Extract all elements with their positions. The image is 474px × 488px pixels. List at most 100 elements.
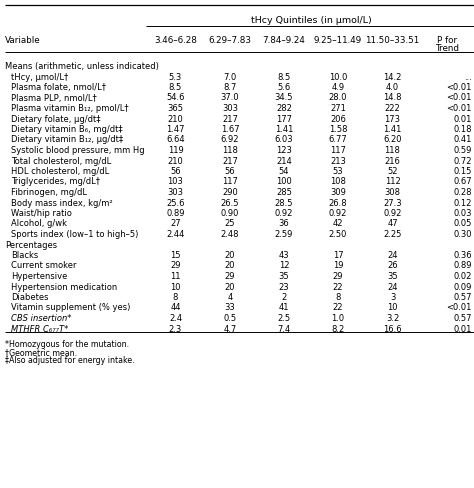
Text: 309: 309 (330, 187, 346, 197)
Text: 11.50–33.51: 11.50–33.51 (365, 36, 419, 45)
Text: 0.02: 0.02 (454, 271, 472, 281)
Text: 9.25–11.49: 9.25–11.49 (314, 36, 362, 45)
Text: 8: 8 (173, 292, 178, 302)
Text: 118: 118 (384, 146, 401, 155)
Text: 206: 206 (330, 114, 346, 123)
Text: 28.0: 28.0 (329, 93, 347, 102)
Text: 35: 35 (279, 271, 289, 281)
Text: 0.57: 0.57 (454, 292, 472, 302)
Text: Current smoker: Current smoker (11, 261, 76, 270)
Text: 22: 22 (333, 303, 343, 312)
Text: 3.46–6.28: 3.46–6.28 (154, 36, 197, 45)
Text: 303: 303 (222, 104, 238, 113)
Text: tHcy, μmol/L†: tHcy, μmol/L† (11, 72, 68, 81)
Text: tHcy Quintiles (in μmol/L): tHcy Quintiles (in μmol/L) (251, 16, 371, 25)
Text: 20: 20 (225, 261, 235, 270)
Text: Plasma PLP, nmol/L†: Plasma PLP, nmol/L† (11, 93, 97, 102)
Text: 112: 112 (384, 177, 401, 186)
Text: 4.7: 4.7 (223, 324, 237, 333)
Text: 177: 177 (276, 114, 292, 123)
Text: 0.18: 0.18 (454, 125, 472, 134)
Text: 14.2: 14.2 (383, 72, 401, 81)
Text: 29: 29 (333, 271, 343, 281)
Text: Percentages: Percentages (5, 240, 57, 249)
Text: 29: 29 (225, 271, 235, 281)
Text: 0.92: 0.92 (383, 208, 401, 218)
Text: 26.8: 26.8 (328, 198, 347, 207)
Text: 217: 217 (222, 156, 238, 165)
Text: 53: 53 (333, 167, 343, 176)
Text: ‡Also adjusted for energy intake.: ‡Also adjusted for energy intake. (5, 355, 135, 364)
Text: 3: 3 (390, 292, 395, 302)
Text: <0.01: <0.01 (447, 93, 472, 102)
Text: 44: 44 (170, 303, 181, 312)
Text: 19: 19 (333, 261, 343, 270)
Text: 52: 52 (387, 167, 398, 176)
Text: Dietary vitamin B₁₂, μg/dt‡: Dietary vitamin B₁₂, μg/dt‡ (11, 135, 123, 144)
Text: 117: 117 (330, 146, 346, 155)
Text: 0.36: 0.36 (453, 250, 472, 260)
Text: 2.48: 2.48 (221, 229, 239, 239)
Text: 10: 10 (387, 303, 398, 312)
Text: 2.50: 2.50 (329, 229, 347, 239)
Text: 0.89: 0.89 (166, 208, 185, 218)
Text: 8.7: 8.7 (223, 83, 237, 92)
Text: Vitamin supplement (% yes): Vitamin supplement (% yes) (11, 303, 130, 312)
Text: 216: 216 (384, 156, 401, 165)
Text: Hypertensive: Hypertensive (11, 271, 67, 281)
Text: 1.47: 1.47 (166, 125, 185, 134)
Text: 282: 282 (276, 104, 292, 113)
Text: 303: 303 (167, 187, 183, 197)
Text: 56: 56 (170, 167, 181, 176)
Text: 0.12: 0.12 (454, 198, 472, 207)
Text: 35: 35 (387, 271, 398, 281)
Text: 47: 47 (387, 219, 398, 228)
Text: 16.6: 16.6 (383, 324, 402, 333)
Text: Dietary vitamin B₆, mg/dt‡: Dietary vitamin B₆, mg/dt‡ (11, 125, 123, 134)
Text: HDL cholesterol, mg/dL: HDL cholesterol, mg/dL (11, 167, 109, 176)
Text: <0.01: <0.01 (447, 104, 472, 113)
Text: 27: 27 (170, 219, 181, 228)
Text: 2.59: 2.59 (275, 229, 293, 239)
Text: Trend: Trend (435, 44, 459, 53)
Text: 6.77: 6.77 (328, 135, 347, 144)
Text: 0.05: 0.05 (454, 219, 472, 228)
Text: 2.4: 2.4 (169, 313, 182, 323)
Text: Body mass index, kg/m²: Body mass index, kg/m² (11, 198, 113, 207)
Text: 2: 2 (282, 292, 287, 302)
Text: 33: 33 (225, 303, 236, 312)
Text: Hypertension medication: Hypertension medication (11, 282, 117, 291)
Text: 2.25: 2.25 (383, 229, 401, 239)
Text: 0.01: 0.01 (454, 324, 472, 333)
Text: 0.67: 0.67 (453, 177, 472, 186)
Text: 213: 213 (330, 156, 346, 165)
Text: P for: P for (437, 36, 457, 45)
Text: 290: 290 (222, 187, 238, 197)
Text: Fibrinogen, mg/dL: Fibrinogen, mg/dL (11, 187, 87, 197)
Text: 0.92: 0.92 (275, 208, 293, 218)
Text: 0.72: 0.72 (454, 156, 472, 165)
Text: 0.15: 0.15 (454, 167, 472, 176)
Text: 117: 117 (222, 177, 238, 186)
Text: Triglycerides, mg/dL†: Triglycerides, mg/dL† (11, 177, 100, 186)
Text: 285: 285 (276, 187, 292, 197)
Text: 100: 100 (276, 177, 292, 186)
Text: 12: 12 (279, 261, 289, 270)
Text: 42: 42 (333, 219, 343, 228)
Text: 0.30: 0.30 (454, 229, 472, 239)
Text: 210: 210 (168, 156, 183, 165)
Text: 118: 118 (222, 146, 238, 155)
Text: 26.5: 26.5 (221, 198, 239, 207)
Text: 27.3: 27.3 (383, 198, 402, 207)
Text: 43: 43 (279, 250, 289, 260)
Text: 119: 119 (168, 146, 183, 155)
Text: 41: 41 (279, 303, 289, 312)
Text: 103: 103 (168, 177, 183, 186)
Text: 23: 23 (279, 282, 289, 291)
Text: Blacks: Blacks (11, 250, 38, 260)
Text: 3.2: 3.2 (386, 313, 399, 323)
Text: 25: 25 (225, 219, 235, 228)
Text: 217: 217 (222, 114, 238, 123)
Text: 11: 11 (170, 271, 181, 281)
Text: 54.6: 54.6 (166, 93, 185, 102)
